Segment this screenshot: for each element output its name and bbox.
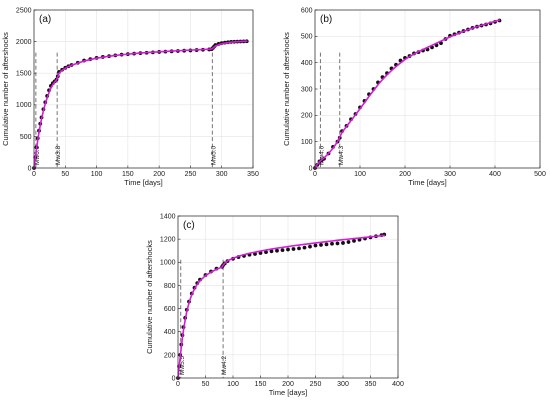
- y-tick-label: 600: [301, 7, 313, 14]
- x-tick-label: 150: [122, 171, 134, 178]
- observed-point: [346, 240, 351, 244]
- observed-point: [275, 248, 279, 253]
- y-tick-label: 1200: [160, 237, 176, 244]
- plot-area: [34, 10, 253, 168]
- y-tick-label: 500: [20, 134, 32, 141]
- observed-point: [313, 243, 318, 248]
- model-fit-line: [314, 19, 501, 169]
- x-axis-label: Time [days]: [124, 178, 162, 187]
- x-tick-label: 350: [247, 171, 259, 178]
- x-tick-label: 0: [32, 171, 36, 178]
- observed-point: [341, 241, 345, 245]
- observed-point: [319, 243, 323, 247]
- x-tick-label: 100: [227, 381, 239, 388]
- x-tick-label: 500: [534, 171, 546, 178]
- observed-point: [308, 244, 312, 249]
- event-annotation: Mw4.3: [338, 145, 345, 165]
- observed-point: [297, 246, 301, 251]
- y-tick-label: 1400: [160, 213, 176, 220]
- event-annotation: Mw4.2: [221, 355, 228, 375]
- observed-point: [286, 247, 290, 252]
- observed-point: [335, 241, 340, 246]
- event-annotation: Mw5.0: [210, 145, 217, 165]
- chart-panel-1: 0 50 100 150 200 250 300 350 0 500 1000 1500 2000 250…: [1, 7, 259, 187]
- x-tick-label: 400: [489, 171, 501, 178]
- observed-point: [264, 250, 268, 255]
- x-axis-label: Time [days]: [408, 178, 446, 187]
- x-tick-label: 150: [255, 381, 267, 388]
- y-axis-label: Cumulative number of aftershocks: [1, 32, 10, 146]
- y-tick-label: 1000: [160, 260, 176, 267]
- y-tick-label: 100: [301, 139, 313, 146]
- axes-frame: [314, 9, 541, 169]
- observed-point: [269, 249, 274, 254]
- x-tick-label: 300: [444, 171, 456, 178]
- axes-frame: [33, 9, 254, 169]
- observed-point: [280, 248, 285, 253]
- observed-point: [258, 251, 263, 255]
- x-tick-label: 400: [392, 381, 404, 388]
- y-tick-label: 200: [301, 113, 313, 120]
- event-annotation: Mw5.5: [179, 355, 186, 375]
- x-tick-label: 300: [216, 171, 228, 178]
- y-tick-label: 400: [164, 329, 176, 336]
- observed-point: [330, 241, 334, 246]
- x-tick-label: 0: [313, 171, 317, 178]
- observed-point: [302, 245, 307, 250]
- y-tick-label: 1500: [16, 71, 32, 78]
- y-tick-label: 800: [164, 283, 176, 290]
- y-tick-label: 0: [309, 165, 313, 172]
- x-tick-label: 200: [153, 171, 165, 178]
- x-tick-label: 350: [365, 381, 377, 388]
- y-tick-label: 2500: [16, 7, 32, 14]
- axes-frame: [177, 215, 399, 379]
- y-tick-label: 0: [172, 375, 176, 382]
- x-tick-label: 250: [185, 171, 197, 178]
- chart-panel-2: 0 100 200 300 400 500 0 100 200 300 400 500 600 Mw4.6…: [282, 7, 546, 187]
- y-tick-label: 300: [301, 86, 313, 93]
- y-tick-label: 500: [301, 34, 313, 41]
- x-tick-label: 100: [91, 171, 103, 178]
- x-tick-label: 100: [354, 171, 366, 178]
- panel-label: (c): [183, 220, 195, 231]
- y-tick-label: 400: [301, 60, 313, 67]
- x-axis-label: Time [days]: [269, 388, 307, 397]
- observed-point: [324, 242, 329, 247]
- model-fit-line: [33, 40, 248, 169]
- y-tick-label: 200: [164, 352, 176, 359]
- observed-point: [291, 247, 296, 251]
- event-annotation: Mw6.0: [34, 145, 41, 165]
- y-tick-label: 2000: [16, 39, 32, 46]
- y-axis-label: Cumulative number of aftershocks: [282, 32, 291, 146]
- x-tick-label: 250: [310, 381, 322, 388]
- event-annotation: Mw4.6: [318, 145, 325, 165]
- y-tick-label: 0: [28, 165, 32, 172]
- y-tick-label: 1000: [16, 102, 32, 109]
- panel-label: (a): [39, 14, 51, 25]
- x-tick-label: 50: [202, 381, 210, 388]
- model-fit-line: [177, 234, 386, 379]
- panel-label: (b): [320, 14, 332, 25]
- y-tick-label: 600: [164, 306, 176, 313]
- x-tick-label: 50: [61, 171, 69, 178]
- event-annotation: Mw3.8: [55, 145, 62, 165]
- x-tick-label: 200: [399, 171, 411, 178]
- chart-panel-3: 0 50 100 150 200 250 300 350 400 0 200 400 600 800 100…: [145, 213, 404, 397]
- y-axis-label: Cumulative number of aftershocks: [145, 240, 154, 354]
- x-tick-label: 200: [282, 381, 294, 388]
- x-tick-label: 0: [176, 381, 180, 388]
- x-tick-label: 300: [337, 381, 349, 388]
- observed-point: [352, 238, 356, 243]
